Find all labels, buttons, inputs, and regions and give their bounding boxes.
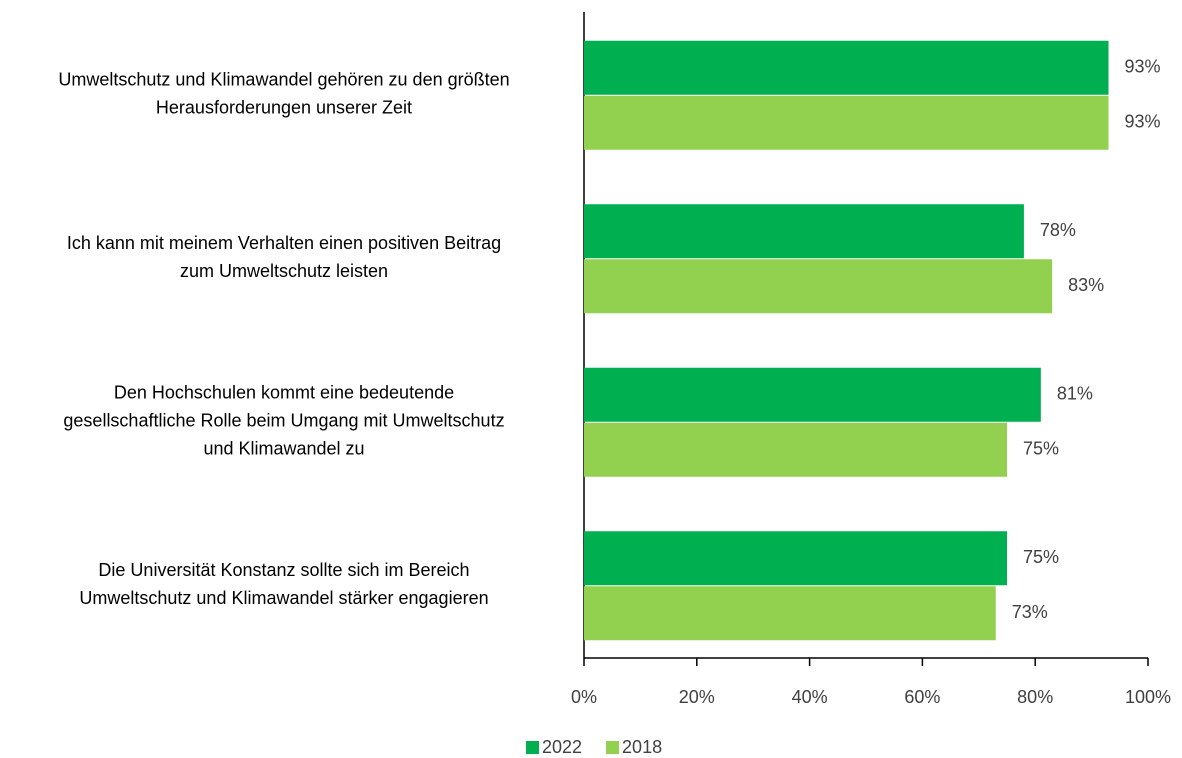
value-label: 75% [1023,547,1059,567]
legend-label: 2022 [542,737,582,757]
category-label: Ich kann mit meinem Verhalten einen posi… [67,233,501,253]
x-tick-label: 80% [1017,687,1053,707]
value-label: 75% [1023,439,1059,459]
value-label: 93% [1125,57,1161,77]
category-label: zum Umweltschutz leisten [180,261,388,281]
bar [584,367,1041,422]
x-tick-label: 40% [792,687,828,707]
value-label: 83% [1068,275,1104,295]
value-label: 78% [1040,220,1076,240]
legend-swatch [526,741,539,754]
x-tick-label: 20% [679,687,715,707]
x-tick-label: 0% [571,687,597,707]
bar [584,531,1007,586]
bar [584,40,1109,95]
bar [584,204,1024,259]
category-label: Herausforderungen unserer Zeit [156,98,412,118]
category-label: Umweltschutz und Klimawandel gehören zu … [58,70,509,90]
bar [584,586,996,641]
legend-label: 2018 [622,737,662,757]
value-label: 81% [1057,384,1093,404]
bar [584,422,1007,477]
bar [584,259,1053,314]
legend-swatch [606,741,620,754]
category-label: Den Hochschulen kommt eine bedeutende [114,383,454,403]
value-label: 93% [1125,112,1161,132]
category-label: und Klimawandel zu [203,439,364,459]
category-label: Die Universität Konstanz sollte sich im … [98,560,469,580]
category-label: gesellschaftliche Rolle beim Umgang mit … [63,411,504,431]
bar [584,95,1109,150]
x-tick-label: 60% [904,687,940,707]
value-label: 73% [1012,602,1048,622]
category-label: Umweltschutz und Klimawandel stärker eng… [79,588,488,608]
x-tick-label: 100% [1125,687,1171,707]
